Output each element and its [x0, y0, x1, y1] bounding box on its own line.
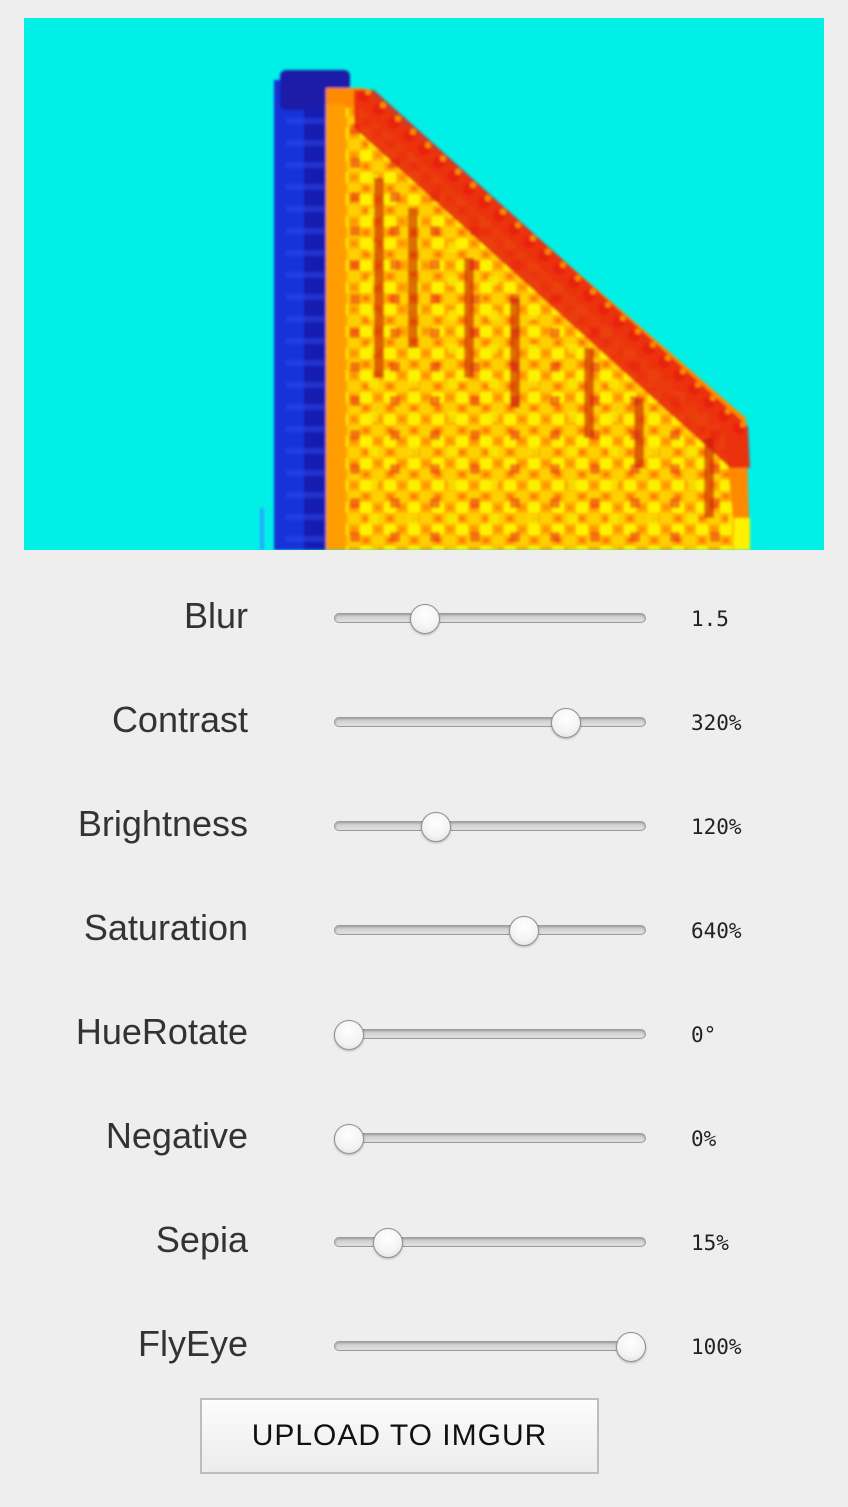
huerotate-slider-track[interactable]	[334, 1029, 646, 1039]
sepia-slider-track[interactable]	[334, 1237, 646, 1247]
negative-label: Negative	[105, 1115, 248, 1156]
sepia-label: Sepia	[155, 1219, 248, 1260]
saturation-slider-track[interactable]	[334, 925, 646, 935]
sepia-slider-thumb[interactable]	[373, 1228, 404, 1258]
slider-row-negative: Negative 0%	[0, 1086, 848, 1190]
negative-slider-thumb[interactable]	[334, 1124, 364, 1154]
slider-row-saturation: Saturation 640%	[0, 878, 848, 982]
blur-slider-thumb[interactable]	[410, 604, 441, 634]
brightness-value: 120%	[691, 815, 742, 839]
huerotate-slider-thumb[interactable]	[334, 1020, 364, 1050]
filtered-image	[260, 70, 750, 550]
flyeye-label: FlyEye	[137, 1323, 248, 1364]
negative-slider-track[interactable]	[334, 1133, 646, 1143]
sepia-value: 15%	[691, 1231, 729, 1255]
brightness-slider-thumb[interactable]	[421, 812, 452, 842]
filtered-image-preview	[24, 18, 824, 550]
slider-row-blur: Blur 1.5	[0, 566, 848, 670]
slider-row-brightness: Brightness 120%	[0, 774, 848, 878]
flyeye-slider-thumb[interactable]	[616, 1332, 646, 1362]
slider-row-contrast: Contrast 320%	[0, 670, 848, 774]
slider-row-huerotate: HueRotate 0°	[0, 982, 848, 1086]
flyeye-slider-track[interactable]	[334, 1341, 646, 1351]
blur-label: Blur	[183, 595, 248, 636]
saturation-label: Saturation	[83, 907, 248, 948]
contrast-label: Contrast	[111, 699, 248, 740]
saturation-value: 640%	[691, 919, 742, 943]
blur-slider-track[interactable]	[334, 613, 646, 623]
negative-value: 0%	[691, 1127, 717, 1151]
upload-to-imgur-button[interactable]: UPLOAD TO IMGUR	[200, 1398, 599, 1474]
blur-value: 1.5	[691, 607, 729, 631]
filter-controls: Blur 1.5 Contrast 320% Brightness 120% S…	[0, 566, 848, 1398]
brightness-slider-track[interactable]	[334, 821, 646, 831]
contrast-slider-track[interactable]	[334, 717, 646, 727]
huerotate-value: 0°	[691, 1023, 717, 1047]
contrast-value: 320%	[691, 711, 742, 735]
flyeye-value: 100%	[691, 1335, 742, 1359]
saturation-slider-thumb[interactable]	[508, 916, 539, 946]
slider-row-flyeye: FlyEye 100%	[0, 1294, 848, 1398]
huerotate-label: HueRotate	[75, 1011, 248, 1052]
contrast-slider-thumb[interactable]	[551, 708, 582, 738]
brightness-label: Brightness	[77, 803, 248, 844]
slider-row-sepia: Sepia 15%	[0, 1190, 848, 1294]
